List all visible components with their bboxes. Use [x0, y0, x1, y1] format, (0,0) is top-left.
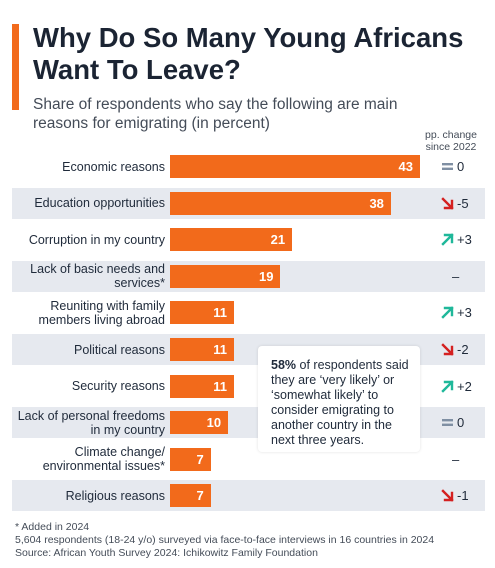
change-value: -1	[457, 488, 469, 504]
arrow-up-right-icon	[440, 379, 455, 394]
bar-row: Security reasons 11 +2	[12, 371, 485, 402]
bar-row: Corruption in my country 21 +3	[12, 224, 485, 255]
equals-icon	[440, 159, 455, 174]
category-label: Religious reasons	[65, 488, 165, 503]
bar-value-label: 11	[213, 342, 227, 357]
change-value: +3	[457, 232, 472, 248]
change-value: –	[452, 451, 460, 467]
survey-note: 5,604 respondents (18-24 y/o) surveyed v…	[15, 534, 435, 546]
chart-subtitle: Share of respondents who say the followi…	[33, 96, 398, 132]
bar-row: Religious reasons 7 -1	[12, 480, 485, 512]
bar	[170, 191, 391, 215]
bar-value-label: 7	[196, 451, 204, 467]
bar	[170, 484, 211, 508]
arrow-down-right-icon	[440, 488, 455, 503]
change-value: -5	[457, 195, 469, 211]
bar	[170, 374, 234, 398]
category-label: Political reasons	[73, 342, 165, 357]
change-value: -2	[457, 342, 469, 357]
bar	[170, 155, 420, 178]
callout-box: 58% of respondents said they are ‘very l…	[258, 346, 420, 452]
bar-value-label: 11	[213, 305, 227, 321]
arrow-down-right-icon	[440, 342, 455, 357]
bar-row: Reuniting with family members living abr…	[12, 297, 485, 328]
change-value: –	[452, 268, 460, 284]
category-label: Lack of basic needs and services*	[30, 262, 165, 291]
bar	[170, 411, 229, 435]
change-value: 0	[457, 415, 465, 431]
bar	[170, 228, 293, 252]
bar	[170, 264, 281, 288]
bar	[170, 338, 234, 361]
change-value: 0	[457, 159, 465, 174]
bar-value-label: 10	[206, 415, 222, 431]
bar-value-label: 19	[258, 268, 274, 284]
bar	[170, 301, 234, 325]
source-note: Source: African Youth Survey 2024: Ichik…	[15, 547, 318, 559]
category-label: Reuniting with family members living abr…	[38, 298, 165, 327]
bar-row: Economic reasons 43 0	[12, 151, 485, 182]
bar-row: Education opportunities 38 -5	[12, 187, 485, 219]
category-label: Lack of personal freedoms in my country	[17, 408, 165, 437]
arrow-up-right-icon	[440, 305, 455, 320]
bar	[170, 447, 211, 471]
category-label: Security reasons	[71, 379, 165, 394]
change-value: +3	[457, 305, 472, 321]
bar-value-label: 21	[270, 232, 286, 248]
bar-value-label: 7	[196, 488, 204, 504]
category-label: Education opportunities	[34, 196, 165, 211]
change-value: +2	[457, 378, 472, 394]
title-accent-bar	[12, 24, 19, 110]
category-label: Economic reasons	[62, 159, 165, 174]
arrow-down-right-icon	[440, 196, 455, 211]
callout-text: 58% of respondents said they are ‘very l…	[271, 358, 416, 448]
equals-icon	[440, 415, 455, 430]
bar-row: Lack of basic needs and services* 19 –	[12, 260, 485, 292]
bar-value-label: 11	[213, 378, 227, 394]
callout-body: of respondents said they are ‘very likel…	[271, 358, 409, 447]
chart-title: Why Do So Many Young Africans Want To Le…	[33, 22, 464, 85]
footnote: * Added in 2024	[15, 521, 90, 533]
bar-value-label: 38	[369, 195, 384, 211]
category-label: Corruption in my country	[28, 232, 165, 247]
bar-row: Climate change/ environmental issues* 7 –	[12, 444, 485, 475]
change-column-header: pp. change since 2022	[425, 129, 477, 153]
category-label: Climate change/ environmental issues*	[42, 445, 165, 474]
arrow-up-right-icon	[440, 232, 455, 247]
callout-highlight: 58%	[271, 358, 297, 372]
bar-value-label: 43	[398, 159, 413, 174]
